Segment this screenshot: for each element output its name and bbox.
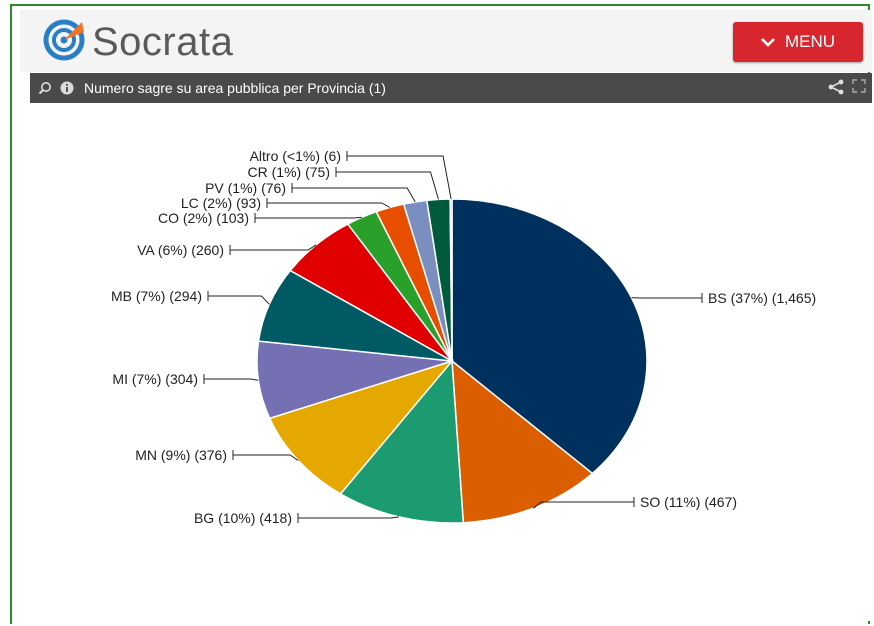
pie-label-co: CO (2%) (103) — [158, 210, 249, 226]
magnifier-icon[interactable] — [38, 81, 52, 95]
leader-line-cr — [336, 172, 439, 199]
pie-label-bs: BS (37%) (1,465) — [708, 290, 816, 306]
fullscreen-icon[interactable] — [852, 79, 866, 98]
pie-label-altro: Altro (<1%) (6) — [250, 148, 341, 164]
logo-text: Socrata — [92, 20, 233, 65]
chart-area: BS (37%) (1,465) SO (11%) (467) BG (10%) (… — [30, 103, 872, 621]
leader-line-mb — [208, 296, 269, 304]
chevron-down-icon — [761, 37, 775, 47]
leader-line-altro — [347, 156, 451, 199]
leader-line-mi — [204, 379, 258, 380]
pie-label-so: SO (11%) (467) — [640, 494, 737, 510]
leader-line-so — [533, 502, 634, 508]
info-icon[interactable] — [60, 81, 74, 95]
pie-chart: BS (37%) (1,465) SO (11%) (467) BG (10%) (… — [30, 103, 872, 621]
chart-toolbar: Numero sagre su area pubblica per Provin… — [30, 73, 872, 103]
header-bar: Socrata MENU — [20, 10, 872, 72]
leader-line-mn — [233, 455, 298, 461]
menu-button[interactable]: MENU — [733, 22, 863, 62]
leader-line-bg — [298, 517, 399, 518]
socrata-logo-icon — [42, 18, 86, 67]
chart-title: Numero sagre su area pubblica per Provin… — [84, 80, 386, 96]
menu-label: MENU — [785, 32, 835, 52]
leader-line-pv — [292, 188, 415, 202]
pie-label-bg: BG (10%) (418) — [194, 510, 292, 526]
pie-label-mn: MN (9%) (376) — [135, 447, 227, 463]
pie-label-pv: PV (1%) (76) — [205, 180, 286, 196]
pie-label-va: VA (6%) (260) — [137, 242, 224, 258]
pie-label-cr: CR (1%) (75) — [248, 164, 330, 180]
pie-label-lc: LC (2%) (93) — [181, 195, 261, 211]
leader-line-lc — [267, 203, 390, 208]
leader-line-va — [230, 245, 316, 250]
share-icon[interactable] — [828, 79, 844, 98]
socrata-logo[interactable]: Socrata — [42, 18, 233, 67]
pie-label-mi: MI (7%) (304) — [112, 371, 198, 387]
pie-label-mb: MB (7%) (294) — [111, 288, 202, 304]
leader-line-co — [255, 217, 362, 218]
